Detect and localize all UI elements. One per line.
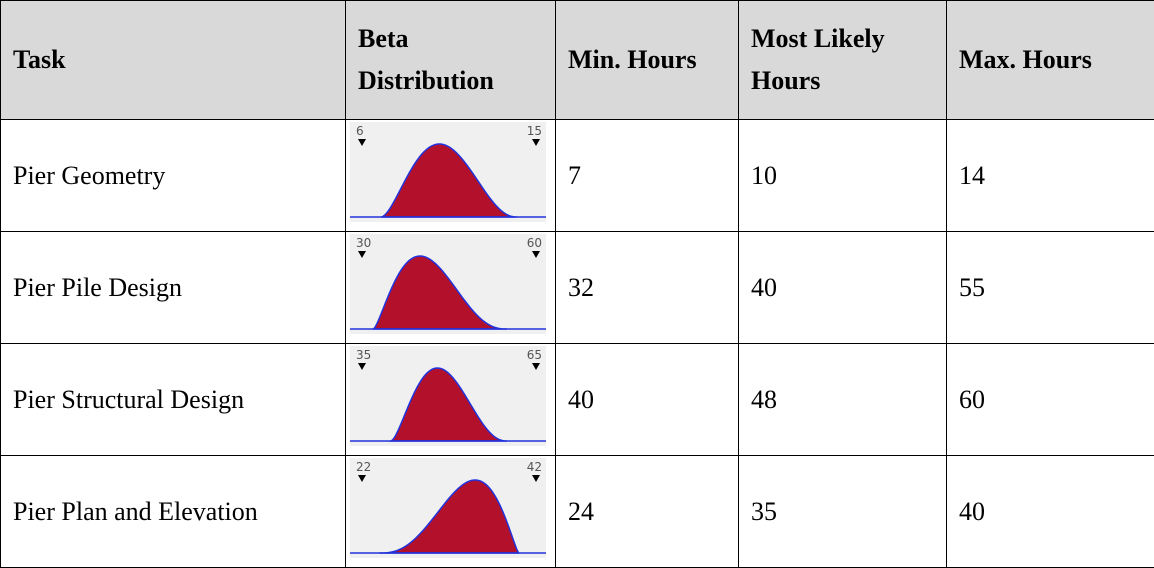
beta-chart: 6 15 — [350, 122, 546, 222]
range-low: 30 — [356, 236, 371, 250]
likely-cell: 35 — [739, 456, 947, 568]
dist-cell: 35 65 — [346, 344, 556, 456]
header-cell: Max. Hours — [947, 1, 1154, 120]
dist-cell: 22 42 — [346, 456, 556, 568]
beta-chart: 22 42 — [350, 458, 546, 558]
range-high: 15 — [527, 124, 542, 138]
header-cell: Min. Hours — [556, 1, 739, 120]
dist-cell: 6 15 — [346, 120, 556, 232]
min-cell: 24 — [556, 456, 739, 568]
beta-chart: 35 65 — [350, 346, 546, 446]
range-low: 35 — [356, 348, 371, 362]
dist-cell: 30 60 — [346, 232, 556, 344]
likely-cell: 40 — [739, 232, 947, 344]
min-cell: 32 — [556, 232, 739, 344]
range-low: 6 — [356, 124, 364, 138]
range-low: 22 — [356, 460, 371, 474]
range-high: 60 — [527, 236, 542, 250]
task-cell: Pier Plan and Elevation — [1, 456, 346, 568]
min-cell: 40 — [556, 344, 739, 456]
likely-cell: 10 — [739, 120, 947, 232]
max-cell: 40 — [947, 456, 1154, 568]
range-high: 65 — [527, 348, 542, 362]
beta-chart: 30 60 — [350, 234, 546, 334]
max-cell: 14 — [947, 120, 1154, 232]
task-cell: Pier Structural Design — [1, 344, 346, 456]
header-cell: Task — [1, 1, 346, 120]
max-cell: 60 — [947, 344, 1154, 456]
task-cell: Pier Geometry — [1, 120, 346, 232]
min-cell: 7 — [556, 120, 739, 232]
header-cell: Most Likely Hours — [739, 1, 947, 120]
header-cell: Beta Distribution — [346, 1, 556, 120]
task-cell: Pier Pile Design — [1, 232, 346, 344]
max-cell: 55 — [947, 232, 1154, 344]
range-high: 42 — [527, 460, 542, 474]
likely-cell: 48 — [739, 344, 947, 456]
